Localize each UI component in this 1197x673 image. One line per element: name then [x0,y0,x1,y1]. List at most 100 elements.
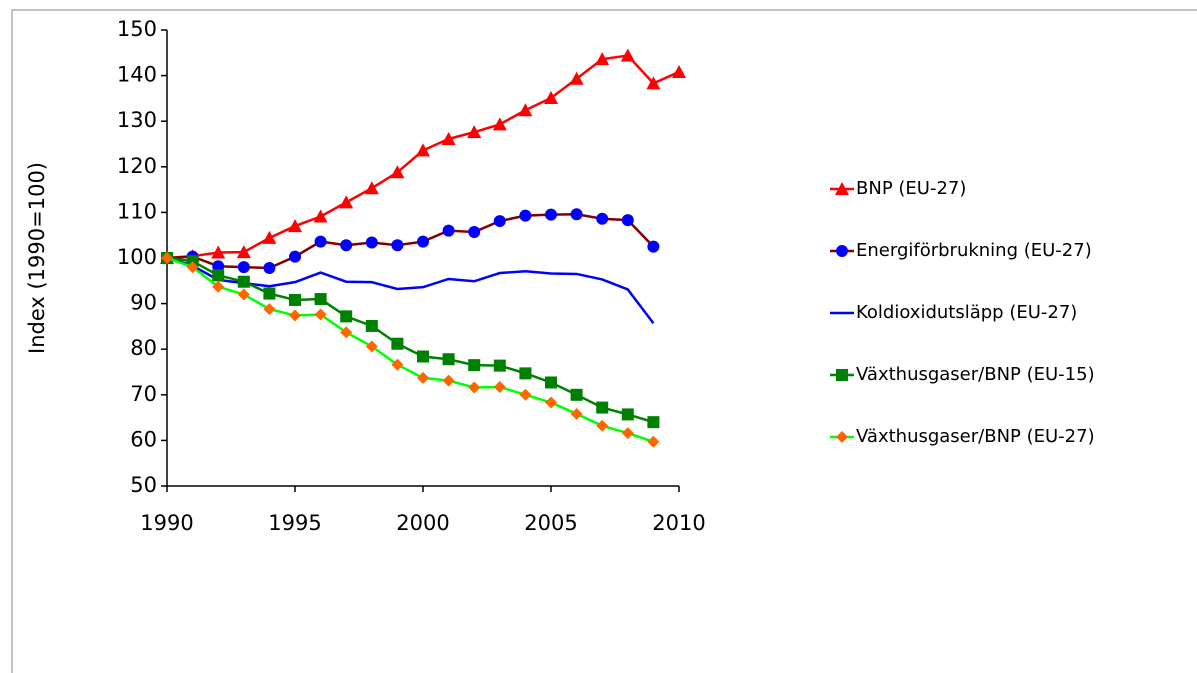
y-tick-label: 130 [117,108,157,132]
legend-marker [836,369,848,381]
y-tick-label: 60 [130,427,157,451]
marker [596,419,609,432]
y-tick-label: 140 [117,63,157,87]
y-tick-label: 150 [117,17,157,41]
marker [212,280,225,293]
marker [339,195,354,209]
marker [596,212,609,225]
marker [545,208,557,221]
y-tick-label: 50 [130,473,157,497]
marker [417,350,429,363]
marker [519,388,532,401]
marker [493,215,506,228]
series-line [166,212,655,270]
marker [391,358,404,371]
marker [314,293,327,306]
marker [186,261,199,274]
series-line [166,54,680,260]
marker [314,308,327,321]
marker [237,288,250,301]
marker [672,64,686,78]
marker [289,309,301,322]
marker [212,260,225,273]
marker [519,367,532,380]
legend-label: Växthusgaser/BNP (EU-15) [856,364,1095,385]
marker [621,427,634,440]
marker [289,250,301,263]
marker [595,52,610,66]
marker [364,181,379,195]
x-tick-label: 1990 [140,511,193,535]
legend-marker [836,431,848,443]
marker [237,261,250,274]
y-tick-label: 70 [130,382,157,406]
marker [646,76,661,90]
marker [596,401,609,414]
marker [236,245,251,259]
marker [647,435,660,448]
marker [313,209,328,223]
y-tick-label: 80 [130,336,157,360]
marker [493,381,506,394]
marker [263,287,276,300]
marker [468,359,481,372]
marker [647,240,660,253]
marker [621,214,634,227]
legend-label: BNP (EU-27) [856,178,966,199]
marker [365,319,378,332]
marker [211,245,226,259]
x-tick-label: 1995 [268,511,321,535]
marker [314,235,327,248]
chart-frame [11,9,1197,673]
marker [620,48,635,62]
marker [493,359,506,372]
x-tick-label: 2010 [652,511,705,535]
marker [237,275,250,288]
marker [391,239,404,252]
marker [416,143,430,157]
y-tick-label: 90 [130,291,157,315]
marker [417,235,429,248]
marker [492,117,507,131]
x-tick-label: 2000 [396,511,449,535]
marker [263,303,276,316]
marker [262,230,277,244]
y-tick-label: 100 [117,245,157,269]
marker [288,219,302,233]
legend-marker [836,245,848,257]
marker [468,381,481,394]
y-tick-label: 110 [117,199,157,223]
marker [390,165,405,179]
marker [569,71,584,85]
marker [340,239,353,252]
marker [212,269,225,282]
marker [442,374,455,387]
marker [621,408,634,421]
marker [570,208,583,221]
marker [391,337,404,350]
marker [161,252,173,264]
marker [442,353,455,366]
marker [340,326,353,339]
marker [544,90,558,104]
marker [441,131,456,145]
legend-label: Energiförbrukning (EU-27) [856,240,1092,261]
marker [570,388,583,401]
marker [467,125,482,139]
marker [263,262,276,275]
legend-label: Växthusgaser/BNP (EU-27) [856,426,1095,447]
marker [545,376,557,389]
marker [570,407,583,420]
legend-marker [835,182,849,195]
marker [442,224,455,237]
marker [518,103,533,117]
series-line [166,256,654,443]
marker [365,236,378,249]
marker [417,371,429,384]
y-tick-label: 120 [117,154,157,178]
marker [340,310,353,323]
x-tick-label: 2005 [524,511,577,535]
y-axis-label: Index (1990=100) [25,162,49,354]
